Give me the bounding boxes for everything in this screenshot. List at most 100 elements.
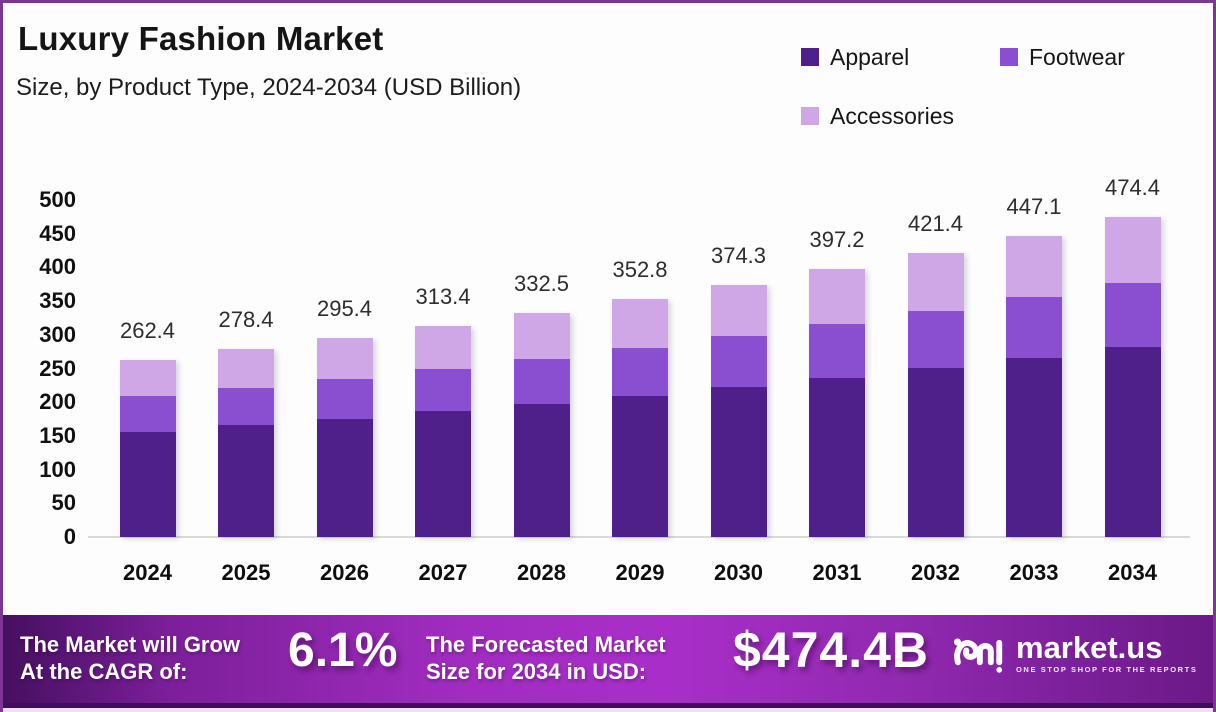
y-tick-450: 450 bbox=[39, 220, 76, 246]
total-label-2030: 374.3 bbox=[710, 242, 767, 268]
cagr-label: The Market will Grow At the CAGR of: bbox=[20, 631, 240, 685]
bar-2026 bbox=[316, 337, 373, 537]
bar-2024-footwear-segment bbox=[119, 396, 176, 432]
x-axis-line bbox=[88, 536, 1190, 538]
brand-text: market.us ONE STOP SHOP FOR THE REPORTS bbox=[1016, 630, 1198, 675]
legend-label-footwear: Footwear bbox=[1029, 43, 1125, 70]
bar-2030-footwear-segment bbox=[710, 336, 767, 388]
bar-2028-footwear-segment bbox=[513, 358, 570, 404]
page-title: Luxury Fashion Market bbox=[18, 20, 384, 57]
bar-2025-accessories-segment bbox=[218, 349, 274, 388]
bar-2033-accessories-segment bbox=[1006, 235, 1062, 298]
legend-item-footwear: Footwear bbox=[1000, 43, 1125, 70]
cagr-label-line1: The Market will Grow bbox=[20, 632, 241, 657]
x-label-2028: 2028 bbox=[517, 560, 566, 585]
bar-2030 bbox=[710, 284, 767, 537]
bar-2027-apparel-segment bbox=[415, 411, 471, 537]
bar-2030-accessories-segment bbox=[710, 284, 767, 337]
page-subtitle: Size, by Product Type, 2024-2034 (USD Bi… bbox=[16, 74, 522, 101]
bar-2033-footwear-segment bbox=[1006, 297, 1062, 358]
bar-2026-apparel-segment bbox=[316, 418, 373, 537]
bar-2028-accessories-segment bbox=[513, 312, 570, 359]
x-label-2034: 2034 bbox=[1108, 560, 1157, 585]
legend-item-accessories: Accessories bbox=[801, 102, 954, 129]
bar-2025-apparel-segment bbox=[218, 425, 274, 537]
apparel-swatch-icon bbox=[801, 48, 819, 66]
x-label-2030: 2030 bbox=[714, 560, 763, 585]
total-label-2025: 278.4 bbox=[218, 307, 274, 333]
x-label-2026: 2026 bbox=[320, 560, 369, 585]
x-label-2033: 2033 bbox=[1009, 560, 1059, 585]
bar-2026-footwear-segment bbox=[316, 378, 373, 419]
bar-2031-apparel-segment bbox=[809, 377, 865, 537]
y-tick-100: 100 bbox=[39, 456, 76, 482]
bar-2034-apparel-segment bbox=[1104, 347, 1161, 537]
bar-2032-footwear-segment bbox=[907, 311, 964, 369]
bar-2025-footwear-segment bbox=[218, 387, 274, 426]
total-label-2028: 332.5 bbox=[513, 270, 570, 296]
total-label-2026: 295.4 bbox=[316, 295, 373, 321]
bar-2029-footwear-segment bbox=[612, 347, 668, 396]
footwear-swatch-icon bbox=[1000, 48, 1018, 66]
total-label-2027: 313.4 bbox=[415, 283, 471, 309]
bar-2031-footwear-segment bbox=[809, 324, 865, 378]
bar-2029 bbox=[612, 299, 668, 537]
bar-2032-apparel-segment bbox=[907, 368, 964, 537]
bar-2028 bbox=[513, 312, 570, 537]
stacked-bar-chart: 0 50 100 150 200 250 300 350 400 450 500 262.4 2024 2… bbox=[0, 175, 1216, 615]
bar-2031-accessories-segment bbox=[809, 269, 865, 325]
bar-2027-footwear-segment bbox=[415, 369, 471, 412]
bar-2025 bbox=[218, 349, 274, 537]
footer-banner: The Market will Grow At the CAGR of: 6.1… bbox=[0, 615, 1216, 703]
y-tick-0: 0 bbox=[63, 524, 76, 549]
legend-label-apparel: Apparel bbox=[830, 43, 910, 70]
total-label-2033: 447.1 bbox=[1006, 193, 1062, 219]
brand-tagline: ONE STOP SHOP FOR THE REPORTS bbox=[1016, 665, 1198, 674]
total-label-2032: 421.4 bbox=[907, 210, 964, 236]
brand-name: market.us bbox=[1016, 630, 1163, 665]
bar-2024-accessories-segment bbox=[119, 360, 176, 397]
legend-label-accessories: Accessories bbox=[830, 102, 954, 129]
bar-2034-accessories-segment bbox=[1104, 217, 1161, 283]
x-label-2031: 2031 bbox=[812, 560, 862, 585]
forecast-value: $474.4B bbox=[733, 622, 930, 678]
y-tick-250: 250 bbox=[39, 355, 76, 381]
y-tick-150: 150 bbox=[39, 422, 76, 448]
bar-2029-accessories-segment bbox=[612, 299, 668, 348]
x-label-2029: 2029 bbox=[615, 560, 665, 585]
forecast-label-line2: Size for 2034 in USD: bbox=[426, 659, 647, 684]
x-label-2027: 2027 bbox=[418, 560, 468, 585]
bar-2026-accessories-segment bbox=[316, 337, 373, 379]
y-tick-300: 300 bbox=[39, 321, 76, 347]
bar-2029-apparel-segment bbox=[612, 395, 668, 537]
total-label-2024: 262.4 bbox=[119, 318, 176, 344]
bar-2024-apparel-segment bbox=[119, 431, 176, 537]
forecast-label: The Forecasted Market Size for 2034 in U… bbox=[426, 631, 666, 685]
y-tick-400: 400 bbox=[39, 254, 76, 280]
bar-2031 bbox=[809, 269, 865, 537]
bar-2027 bbox=[415, 325, 471, 537]
bar-2027-accessories-segment bbox=[415, 325, 471, 370]
y-tick-500: 500 bbox=[39, 187, 76, 212]
brand-logo: market.us ONE STOP SHOP FOR THE REPORTS bbox=[952, 631, 1197, 675]
x-label-2032: 2032 bbox=[911, 560, 960, 585]
forecast-label-line1: The Forecasted Market bbox=[426, 632, 666, 657]
legend-item-apparel: Apparel bbox=[801, 43, 910, 70]
y-tick-200: 200 bbox=[39, 389, 76, 415]
bar-2032 bbox=[907, 252, 964, 537]
footer-light-strip bbox=[0, 708, 1216, 712]
accessories-swatch-icon bbox=[801, 107, 819, 125]
bar-2033-apparel-segment bbox=[1006, 357, 1062, 537]
bar-2034 bbox=[1104, 217, 1161, 537]
footer-dark-strip bbox=[0, 703, 1216, 708]
marketus-logo-icon bbox=[953, 638, 1003, 673]
y-tick-50: 50 bbox=[51, 490, 76, 516]
bar-2034-footwear-segment bbox=[1104, 282, 1161, 348]
x-label-2024: 2024 bbox=[123, 560, 172, 585]
total-label-2029: 352.8 bbox=[612, 257, 668, 283]
x-label-2025: 2025 bbox=[221, 560, 271, 585]
bar-2024 bbox=[119, 360, 176, 537]
total-label-2031: 397.2 bbox=[809, 227, 865, 253]
cagr-label-line2: At the CAGR of: bbox=[20, 659, 188, 684]
